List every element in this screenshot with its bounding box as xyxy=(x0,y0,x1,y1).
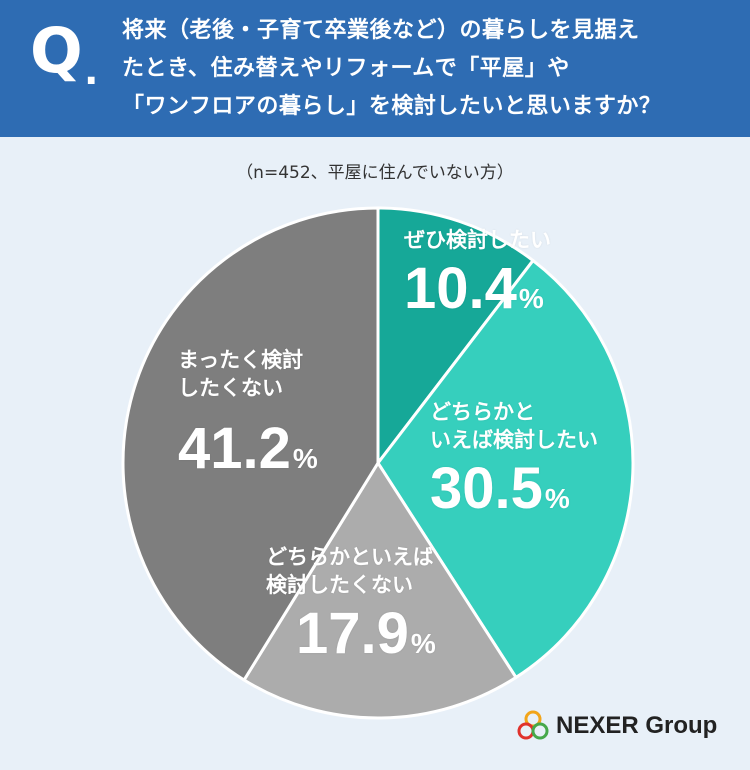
slice-category: したくない xyxy=(178,376,283,400)
slice-label-not-consider-at-all: まったく検討 したくない 41.2% xyxy=(178,346,318,478)
slice-value: 10.4 xyxy=(404,256,517,321)
slice-label-somewhat-consider: どちらかと いえば検討したい 30.5% xyxy=(430,398,598,518)
slice-percent: 17.9% xyxy=(266,605,436,663)
slice-value: 41.2 xyxy=(178,416,291,481)
question-header: Q . 将来（老後・子育て卒業後など）の暮らしを見据え たとき、住み替えやリフォ… xyxy=(0,0,750,137)
slice-percent: 10.4% xyxy=(404,260,551,318)
pie-slice-somewhat-consider xyxy=(376,259,635,679)
question-line-1: 将来（老後・子育て卒業後など）の暮らしを見据え xyxy=(122,18,640,43)
slice-category: どちらかと xyxy=(430,400,535,424)
slice-unit: % xyxy=(292,443,318,474)
slice-percent: 30.5% xyxy=(430,460,598,518)
slice-category: どちらかといえば xyxy=(266,545,434,569)
pie-slice-not-consider-at-all xyxy=(121,206,380,682)
slice-category: 検討したくない xyxy=(266,573,413,597)
q-mark: Q xyxy=(30,14,83,87)
slice-unit: % xyxy=(518,283,544,314)
slice-percent: 41.2% xyxy=(178,420,318,478)
question-line-3: 「ワンフロアの暮らし」を検討したいと思いますか？ xyxy=(122,94,662,119)
slice-category: まったく検討 xyxy=(178,348,304,372)
slice-category: ぜひ検討したい xyxy=(404,228,551,252)
slice-unit: % xyxy=(410,628,436,659)
logo-text: NEXER Group xyxy=(556,712,718,739)
slice-label-definitely-consider: ぜひ検討したい 10.4% xyxy=(404,226,551,318)
slice-value: 30.5 xyxy=(430,456,543,521)
nexer-rings-icon xyxy=(517,710,549,740)
pie-slice-somewhat-not-consider xyxy=(242,461,518,720)
pie-slice-definitely-consider xyxy=(376,206,535,465)
question-text: 将来（老後・子育て卒業後など）の暮らしを見据え たとき、住み替えやリフォームで「… xyxy=(122,12,722,126)
slice-value: 17.9 xyxy=(296,601,409,666)
question-line-2: たとき、住み替えやリフォームで「平屋」や xyxy=(122,56,570,81)
q-dot: . xyxy=(84,49,99,93)
slice-unit: % xyxy=(544,483,570,514)
nexer-group-logo: NEXER Group xyxy=(516,708,717,744)
sample-note: （n=452、平屋に住んでいない方） xyxy=(236,163,514,183)
slice-category: いえば検討したい xyxy=(430,428,598,452)
slice-label-somewhat-not-consider: どちらかといえば 検討したくない 17.9% xyxy=(266,543,436,663)
